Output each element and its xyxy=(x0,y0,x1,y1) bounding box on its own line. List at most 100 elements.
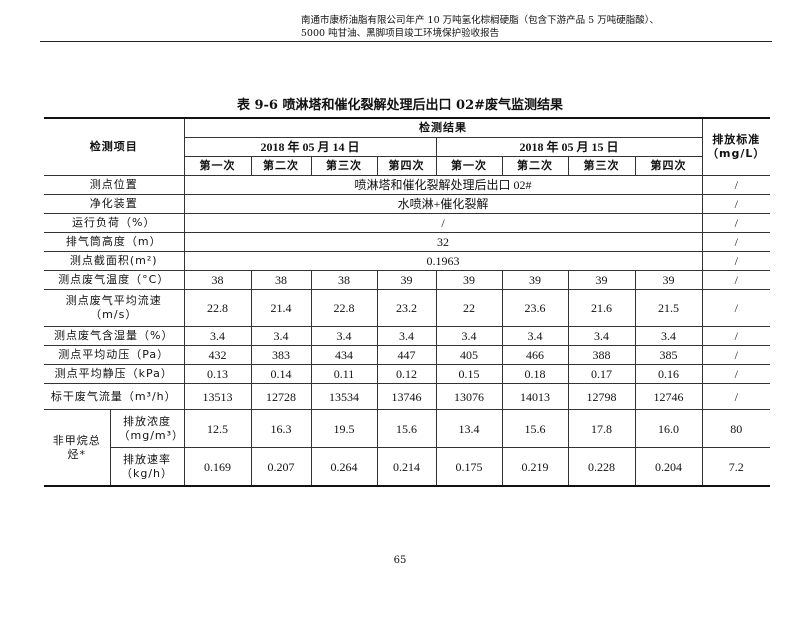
table-row: 测点平均动压（Pa） 432 383 434 447 405 466 388 385/ xyxy=(44,345,770,365)
cell-value: 0.264 xyxy=(310,447,378,487)
table-row: 标干废气流量（m³/h） 13513 12728 13534 13746 13076 140… xyxy=(44,383,770,410)
row-standard: / xyxy=(701,270,770,290)
result-header: 检测结果 xyxy=(183,117,703,138)
cell-value: 13076 xyxy=(435,383,503,410)
cell-value: 12746 xyxy=(634,383,703,410)
cell-value: 0.228 xyxy=(567,447,636,487)
run-header: 第二次 xyxy=(501,156,569,176)
table-row: 测点截面积(m²) 0.1963/ xyxy=(44,251,770,271)
cell-value: 385 xyxy=(634,345,703,365)
row-label: 净化装置 xyxy=(44,194,185,214)
cell-value: 22.8 xyxy=(183,289,252,327)
cell-value: 0.169 xyxy=(183,447,252,487)
run-header: 第一次 xyxy=(184,156,252,176)
running-header-line1: 南通市康桥油脂有限公司年产 10 万吨氢化棕榈硬脂（包含下游产品 5 万吨硬脂酸… xyxy=(301,15,659,26)
row-standard: / xyxy=(701,345,770,365)
row-label: 测点位置 xyxy=(44,175,185,195)
cell-value: 388 xyxy=(567,345,636,365)
cell-value: 0.214 xyxy=(376,447,437,487)
row-label: 排放浓度（mg/m³） xyxy=(109,409,185,448)
cell-value: 0.16 xyxy=(634,364,703,384)
table-row: 净化装置 水喷淋+催化裂解 / xyxy=(44,194,770,214)
row-standard: / xyxy=(701,175,770,195)
cell-value: 38 xyxy=(310,270,378,290)
cell-value: 15.6 xyxy=(501,409,569,448)
cell-value: 22.8 xyxy=(310,289,378,327)
table-row: 排气筒高度（m） 32/ xyxy=(44,232,770,252)
table-row: 测点位置 喷淋塔和催化裂解处理后出口 02# / xyxy=(44,175,770,195)
date-header: 2018 年 05 月 14 日 xyxy=(184,137,437,157)
cell-value: 12728 xyxy=(250,383,312,410)
row-value: 32 xyxy=(183,232,703,252)
row-standard: / xyxy=(701,251,770,271)
cell-value: 23.2 xyxy=(376,289,437,327)
row-value: 喷淋塔和催化裂解处理后出口 02# xyxy=(183,175,703,195)
row-standard: / xyxy=(701,326,770,346)
cell-value: 3.4 xyxy=(250,326,312,346)
cell-value: 21.6 xyxy=(567,289,636,327)
row-standard: / xyxy=(701,289,770,327)
cell-value: 13513 xyxy=(183,383,252,410)
row-standard: 7.2 xyxy=(701,447,770,487)
cell-value: 17.8 xyxy=(567,409,636,448)
cell-value: 3.4 xyxy=(501,326,569,346)
cell-value: 12.5 xyxy=(183,409,252,448)
table-row: 测点废气温度（°C） 38 38 38 39 39 39 39 39/ xyxy=(44,270,770,290)
page-number: 65 xyxy=(393,555,407,566)
cell-value: 38 xyxy=(250,270,312,290)
date-header: 2018 年 05 月 15 日 xyxy=(435,137,702,157)
row-label: 排气筒高度（m） xyxy=(44,232,185,252)
cell-value: 405 xyxy=(435,345,503,365)
cell-value: 3.4 xyxy=(376,326,437,346)
cell-value: 0.219 xyxy=(501,447,569,487)
row-value: / xyxy=(183,213,703,233)
cell-value: 3.4 xyxy=(310,326,378,346)
cell-value: 447 xyxy=(376,345,437,365)
row-label: 测点平均静压（kPa） xyxy=(44,364,185,384)
cell-value: 19.5 xyxy=(310,409,378,448)
table-row: 测点废气含湿量（%） 3.4 3.4 3.4 3.4 3.4 3.4 3.4 3.4/ xyxy=(44,326,770,346)
row-value: 0.1963 xyxy=(183,251,703,271)
run-header: 第三次 xyxy=(567,156,636,176)
cell-value: 3.4 xyxy=(567,326,636,346)
cell-value: 39 xyxy=(634,270,703,290)
cell-value: 14013 xyxy=(501,383,569,410)
cell-value: 39 xyxy=(567,270,636,290)
run-header: 第四次 xyxy=(634,156,702,176)
cell-value: 0.15 xyxy=(435,364,503,384)
cell-value: 38 xyxy=(183,270,252,290)
row-standard: / xyxy=(701,232,770,252)
row-label: 测点废气平均流速（m/s） xyxy=(44,289,185,327)
cell-value: 22 xyxy=(435,289,503,327)
cell-value: 21.4 xyxy=(250,289,312,327)
row-standard: 80 xyxy=(701,409,770,448)
cell-value: 3.4 xyxy=(435,326,503,346)
table-row: 运行负荷（%） / / xyxy=(44,213,770,233)
monitoring-results-table: 检测项目 检测结果 排放标准（mg/L） 2018 年 05 月 14 日 20… xyxy=(44,117,770,487)
header-divider xyxy=(40,41,772,42)
cell-value: 13746 xyxy=(376,383,437,410)
row-label: 测点平均动压（Pa） xyxy=(44,345,185,365)
item-header: 检测项目 xyxy=(44,117,185,176)
run-header: 第一次 xyxy=(435,156,503,176)
cell-value: 0.14 xyxy=(250,364,312,384)
standard-header: 排放标准（mg/L） xyxy=(701,117,770,176)
cell-value: 39 xyxy=(501,270,569,290)
cell-value: 16.0 xyxy=(634,409,703,448)
row-label: 标干废气流量（m³/h） xyxy=(44,383,185,410)
cell-value: 0.17 xyxy=(567,364,636,384)
cell-value: 0.13 xyxy=(183,364,252,384)
cell-value: 23.6 xyxy=(501,289,569,327)
cell-value: 0.11 xyxy=(310,364,378,384)
cell-value: 15.6 xyxy=(376,409,437,448)
cell-value: 0.18 xyxy=(501,364,569,384)
cell-value: 466 xyxy=(501,345,569,365)
cell-value: 0.204 xyxy=(634,447,703,487)
table-row: 排放速率（kg/h） 0.169 0.207 0.264 0.214 0.175 0.219… xyxy=(44,447,770,487)
row-standard: / xyxy=(701,213,770,233)
cell-value: 21.5 xyxy=(634,289,703,327)
table-row: 测点废气平均流速（m/s） 22.8 21.4 22.8 23.2 22 23.6 21.6 2… xyxy=(44,289,770,327)
cell-value: 13.4 xyxy=(435,409,503,448)
table-row: 非甲烷总烃* 排放浓度（mg/m³） 12.5 16.3 19.5 15.6 13.4 15.… xyxy=(44,409,770,487)
run-header: 第三次 xyxy=(310,156,378,176)
